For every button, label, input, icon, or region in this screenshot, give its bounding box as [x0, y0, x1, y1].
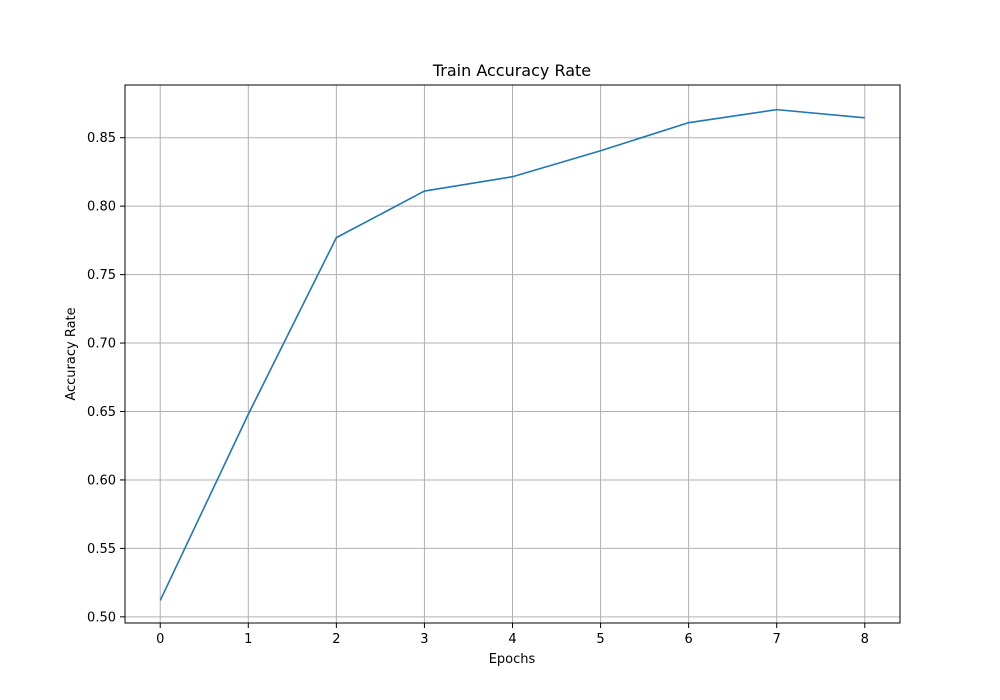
y-tick-label: 0.50 [87, 610, 116, 625]
x-tick-label: 5 [596, 632, 604, 647]
y-tick-label: 0.80 [87, 200, 116, 215]
x-tick-label: 1 [244, 632, 252, 647]
y-tick-label: 0.60 [87, 473, 116, 488]
ticks: 0 1 2 3 4 5 6 7 8 0.50 0.55 0.60 0.65 0.70 0.75 0.80 0.8… [87, 131, 869, 647]
x-tick-label: 3 [420, 632, 428, 647]
grid [125, 85, 900, 623]
x-tick-label: 2 [332, 632, 340, 647]
series-layer [159, 108, 865, 601]
x-axis-label: Epochs [489, 652, 536, 667]
chart-title: Train Accuracy Rate [432, 61, 591, 80]
x-tick-label: 4 [508, 632, 516, 647]
y-tick-label: 0.85 [87, 131, 116, 146]
y-tick-label: 0.75 [87, 268, 116, 283]
x-tick-label: 6 [684, 632, 692, 647]
y-tick-label: 0.70 [87, 337, 116, 352]
x-tick-label: 0 [156, 632, 164, 647]
y-axis-label: Accuracy Rate [64, 307, 79, 400]
y-tick-label: 0.65 [87, 405, 116, 420]
x-tick-label: 7 [773, 632, 781, 647]
x-tick-label: 8 [861, 632, 869, 647]
y-tick-label: 0.55 [87, 542, 116, 557]
